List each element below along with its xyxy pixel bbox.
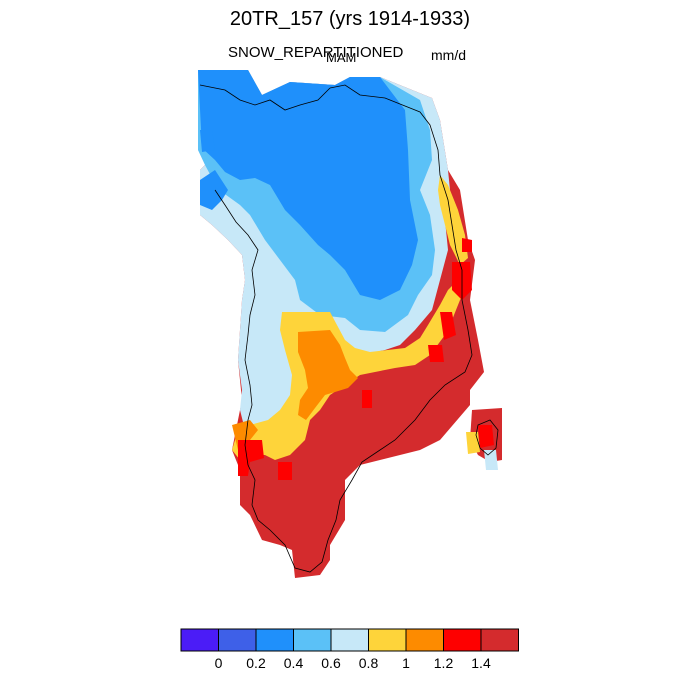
colorbar-swatch xyxy=(293,628,332,652)
ice-west-b xyxy=(200,130,215,152)
colorbar-tick-label: 1 xyxy=(402,655,410,671)
colorbar-swatch xyxy=(255,628,294,652)
map-fills xyxy=(198,70,502,578)
band-orange xyxy=(298,330,358,420)
season-label: MAM xyxy=(326,50,357,65)
red-south-b xyxy=(278,462,292,480)
ice-sheet-blue xyxy=(198,70,418,300)
coastline-east xyxy=(214,84,473,573)
coastline-island xyxy=(475,419,499,456)
colorbar-swatch xyxy=(405,628,444,652)
band-yellow xyxy=(232,270,470,460)
island-east-red xyxy=(478,425,494,448)
colorbar-swatch xyxy=(443,628,482,652)
variable-label: SNOW_REPARTITIONED xyxy=(228,44,404,61)
red-south-c xyxy=(362,390,372,408)
colorbar-swatch xyxy=(330,628,369,652)
colorbar-tick-label: 0.8 xyxy=(358,655,379,671)
colorbar-swatch xyxy=(368,628,407,652)
colorbar-swatch xyxy=(180,628,219,652)
colorbar-tick-label: 0 xyxy=(214,655,223,671)
red-east-c xyxy=(440,312,456,340)
red-east-a xyxy=(462,238,472,252)
red-east-d xyxy=(428,345,444,362)
colorbar-tick-label: 0.4 xyxy=(283,655,304,671)
colorbar-tick-label: 1.4 xyxy=(471,655,491,671)
colorbar-swatch xyxy=(218,628,257,652)
colorbar-tick-label: 1.2 xyxy=(433,655,454,671)
colorbar-tick-label: 0.6 xyxy=(321,655,341,671)
coastline-north xyxy=(199,84,331,111)
colorbar-tick-label: 0.2 xyxy=(246,655,266,671)
coastline xyxy=(199,84,499,573)
colorbar-boxes xyxy=(180,628,519,652)
red-south-a xyxy=(238,440,264,476)
band-yellow-east xyxy=(438,175,468,265)
units-label: mm/d xyxy=(431,47,466,63)
colorbar-swatch xyxy=(480,628,519,652)
ice-west-a xyxy=(200,170,228,210)
map-title: 20TR_157 (yrs 1914-1933) xyxy=(229,8,471,30)
